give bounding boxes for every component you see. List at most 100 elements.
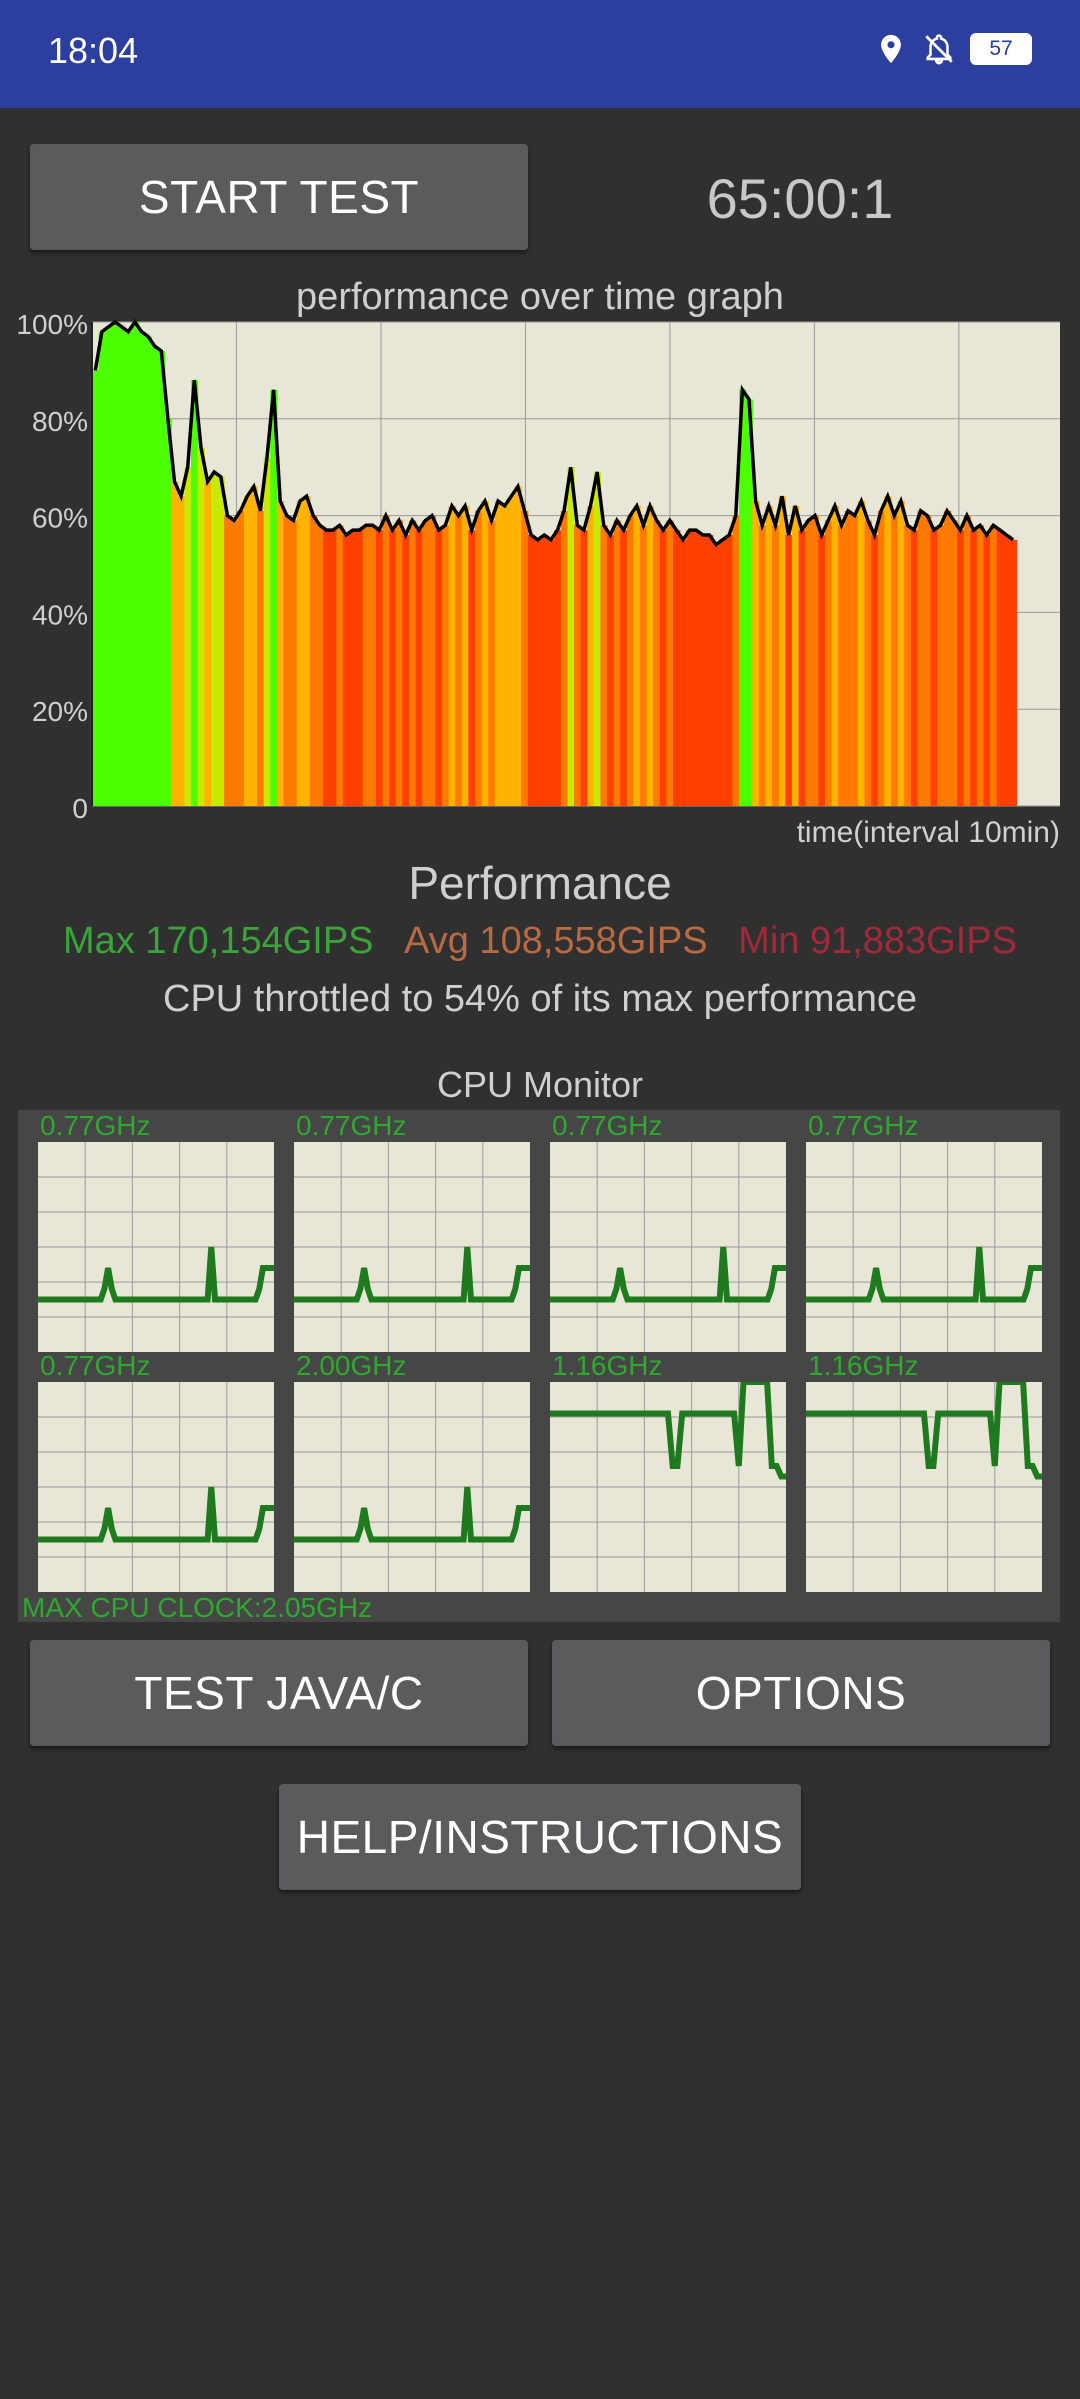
notifications-off-icon [922, 32, 956, 66]
status-icons: 57 [874, 32, 1032, 66]
help-instructions-button[interactable]: HELP/INSTRUCTIONS [279, 1784, 801, 1890]
perf-bar [494, 501, 502, 806]
perf-bar [138, 331, 146, 806]
perf-bar [191, 380, 199, 806]
perf-bar [877, 510, 885, 806]
perf-bar [752, 501, 760, 806]
perf-bar [673, 530, 681, 806]
cpu-core-frequency: 2.00GHz [296, 1350, 407, 1381]
cpu-core-graph [294, 1142, 530, 1352]
perf-bar [897, 501, 905, 806]
perf-bar [871, 534, 879, 806]
perf-bar [389, 530, 397, 806]
perf-bar [692, 530, 701, 806]
perf-bar [640, 525, 648, 806]
options-button[interactable]: OPTIONS [552, 1640, 1050, 1746]
perf-bar [468, 530, 476, 806]
perf-bar [111, 322, 120, 806]
start-test-button[interactable]: START TEST [30, 144, 528, 250]
cpu-core-graph [550, 1382, 786, 1592]
perf-bar [758, 525, 767, 806]
cpu-freq-line [550, 1246, 786, 1303]
cpu-core-graph [38, 1382, 274, 1592]
perf-bar [607, 534, 615, 806]
max-gips: Max 170,154GIPS [63, 920, 374, 962]
perf-bar [125, 331, 133, 806]
perf-bar [778, 496, 786, 806]
perf-bar [158, 351, 166, 806]
perf-bar [257, 510, 265, 806]
perf-bar [739, 389, 747, 806]
perf-bar [844, 510, 852, 806]
perf-bar [283, 515, 291, 806]
perf-bar [930, 530, 938, 806]
perf-bar [659, 530, 668, 806]
perf-bar [92, 370, 100, 806]
perf-bar [296, 501, 304, 806]
cpu-freq-line [806, 1382, 1042, 1480]
perf-bar [481, 501, 489, 806]
perf-bar [362, 525, 370, 806]
battery-icon: 57 [970, 33, 1032, 65]
perf-bar [455, 515, 463, 806]
perf-bar [290, 520, 298, 806]
perf-bar [963, 515, 971, 806]
perf-bar [554, 530, 562, 806]
y-tick-label: 80% [32, 406, 88, 437]
perf-bar [164, 418, 172, 806]
perf-bar [118, 326, 126, 806]
perf-bar [250, 486, 258, 806]
perf-bar [547, 539, 555, 806]
perf-bar [501, 505, 509, 806]
perf-bar [382, 515, 390, 806]
test-java-c-button[interactable]: TEST JAVA/C [30, 1640, 528, 1746]
perf-bar [884, 496, 892, 806]
cpu-freq-line [806, 1246, 1042, 1303]
perf-bar [270, 389, 278, 806]
perf-bar [626, 515, 635, 806]
perf-bar [408, 520, 417, 806]
perf-bar [184, 467, 192, 806]
perf-bar [725, 534, 734, 806]
perf-bar [197, 447, 205, 806]
perf-bar [210, 472, 219, 806]
cpu-core-graph [806, 1142, 1042, 1352]
perf-bar [580, 530, 588, 806]
perf-bar [488, 520, 496, 806]
perf-bar [369, 525, 377, 806]
perf-bar [679, 539, 687, 806]
cpu-freq-line [38, 1486, 274, 1543]
perf-bar [237, 510, 245, 806]
perf-bar [415, 530, 423, 806]
cpu-core-graph [294, 1382, 530, 1592]
perf-bar [395, 520, 403, 806]
status-time: 18:04 [48, 30, 139, 71]
perf-bar [316, 525, 324, 806]
perf-bar [890, 515, 899, 806]
perf-bar [923, 515, 932, 806]
perf-bar [521, 510, 529, 806]
cpu-core-graph [806, 1382, 1042, 1592]
perf-bar [349, 530, 357, 806]
perf-bar [309, 515, 318, 806]
perf-bar [593, 472, 602, 806]
cpu-freq-line [550, 1382, 786, 1480]
perf-bar [904, 525, 912, 806]
y-tick-label: 60% [32, 503, 88, 534]
perf-bar [243, 496, 252, 806]
perf-bar [514, 486, 522, 806]
perf-bar [541, 534, 549, 806]
min-gips: Min 91,883GIPS [738, 920, 1017, 962]
cpu-freq-line [294, 1486, 530, 1543]
perf-bar [435, 530, 443, 806]
perf-bar [620, 530, 628, 806]
perf-bar [474, 510, 483, 806]
perf-bar [857, 501, 866, 806]
perf-bar [600, 525, 608, 806]
test-timer: 65:00:1 [706, 167, 894, 230]
cpu-core-frequency: 1.16GHz [808, 1350, 919, 1381]
perf-bar [805, 520, 813, 806]
perf-bar [527, 534, 536, 806]
perf-bar [1009, 539, 1018, 806]
x-axis-label: time(interval 10min) [797, 816, 1060, 849]
